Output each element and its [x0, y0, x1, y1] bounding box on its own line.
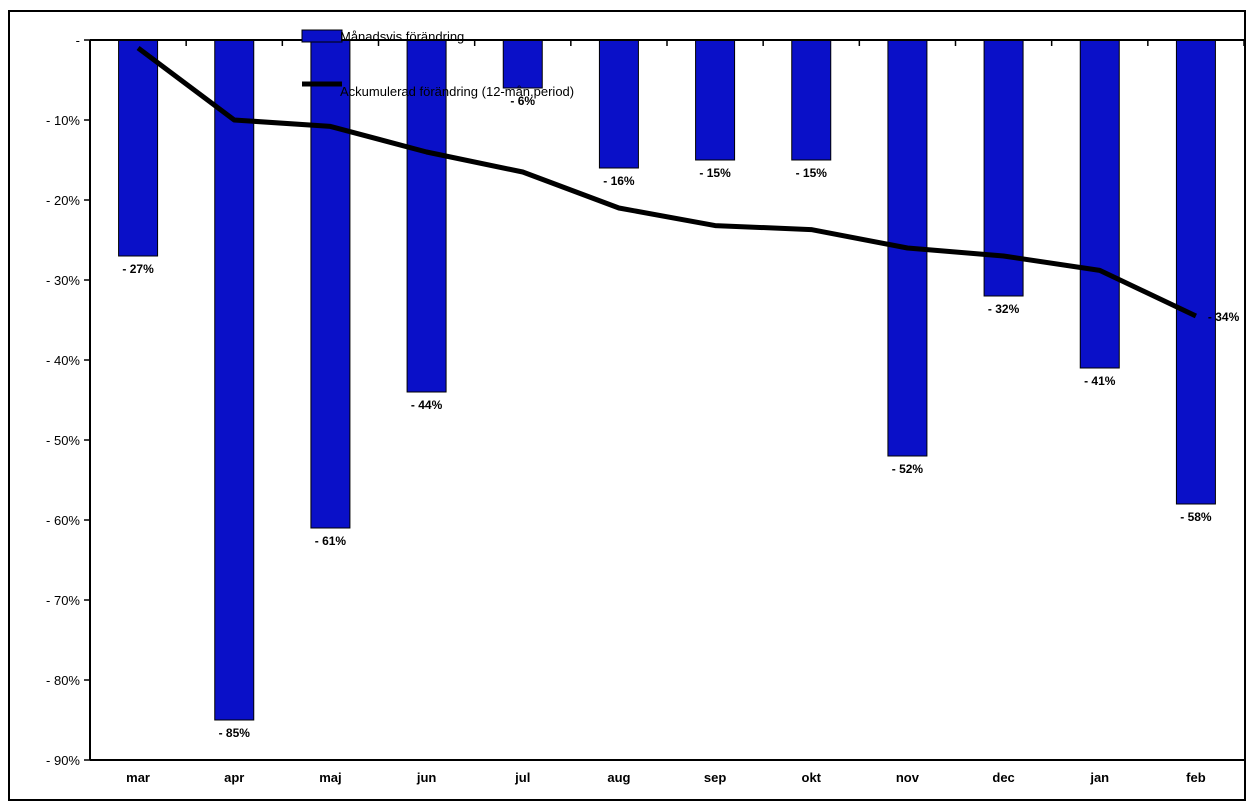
bar-jun: [406, 39, 447, 393]
x-tick-label-nov: nov: [896, 770, 920, 785]
x-tick-label-sep: sep: [704, 770, 726, 785]
legend: Månadsvis förändring Ackumulerad förändr…: [301, 29, 574, 99]
y-tick-label: -: [76, 33, 80, 48]
x-tick-label-apr: apr: [224, 770, 244, 785]
bar-label-sep: - 15%: [699, 166, 731, 180]
chart-frame: - 27% - 85% - 61% - 44% - 6% - 16% - 15% - 15% -…: [8, 10, 1246, 801]
x-tick-label-mar: mar: [126, 770, 150, 785]
x-tick-label-jul: jul: [514, 770, 530, 785]
legend-line-label: Ackumulerad förändring (12-mån.period): [340, 84, 574, 99]
bar-jul: [502, 39, 543, 89]
bar-label-jul: - 6%: [510, 94, 535, 108]
bar-okt: [791, 39, 832, 161]
x-tick-label-dec: dec: [992, 770, 1014, 785]
x-tick-label-feb: feb: [1186, 770, 1206, 785]
bar-label-nov: - 52%: [892, 462, 924, 476]
labels-layer: - 27% - 85% - 61% - 44% - 6% - 16% - 15% - 15% -…: [46, 33, 1240, 785]
chart-svg: - 27% - 85% - 61% - 44% - 6% - 16% - 15% - 15% -…: [46, 29, 1244, 785]
x-tick-label-jan: jan: [1089, 770, 1109, 785]
bar-sep: [695, 39, 736, 161]
y-tick-label: - 30%: [46, 273, 80, 288]
y-tick-label: - 40%: [46, 353, 80, 368]
bar-aug: [598, 39, 639, 169]
bar-label-mar: - 27%: [122, 262, 154, 276]
axis-layer: [84, 39, 1244, 761]
y-tick-label: - 70%: [46, 593, 80, 608]
x-tick-label-aug: aug: [607, 770, 630, 785]
y-tick-label: - 90%: [46, 753, 80, 768]
x-tick-label-jun: jun: [416, 770, 437, 785]
bar-feb: [1175, 39, 1216, 505]
legend-bar-swatch: [301, 29, 343, 43]
bar-mar: [118, 39, 159, 257]
bar-label-apr: - 85%: [219, 726, 251, 740]
y-tick-label: - 80%: [46, 673, 80, 688]
accumulated-line: [136, 45, 1197, 319]
line-layer: [136, 45, 1197, 319]
line-end-label: - 34%: [1208, 310, 1240, 324]
bar-label-maj: - 61%: [315, 534, 347, 548]
bar-label-jun: - 44%: [411, 398, 443, 412]
x-tick-label-maj: maj: [319, 770, 341, 785]
y-tick-label: - 60%: [46, 513, 80, 528]
bar-maj: [310, 39, 351, 529]
bar-jan: [1079, 39, 1120, 369]
y-tick-label: - 10%: [46, 113, 80, 128]
bar-label-dec: - 32%: [988, 302, 1020, 316]
bar-label-jan: - 41%: [1084, 374, 1116, 388]
bar-apr: [214, 39, 255, 721]
bar-label-aug: - 16%: [603, 174, 635, 188]
bar-label-okt: - 15%: [796, 166, 828, 180]
y-tick-label: - 20%: [46, 193, 80, 208]
y-tick-label: - 50%: [46, 433, 80, 448]
legend-bar-label: Månadsvis förändring: [340, 29, 464, 44]
x-tick-label-okt: okt: [802, 770, 822, 785]
bars-layer: [118, 39, 1216, 721]
bar-label-feb: - 58%: [1180, 510, 1212, 524]
